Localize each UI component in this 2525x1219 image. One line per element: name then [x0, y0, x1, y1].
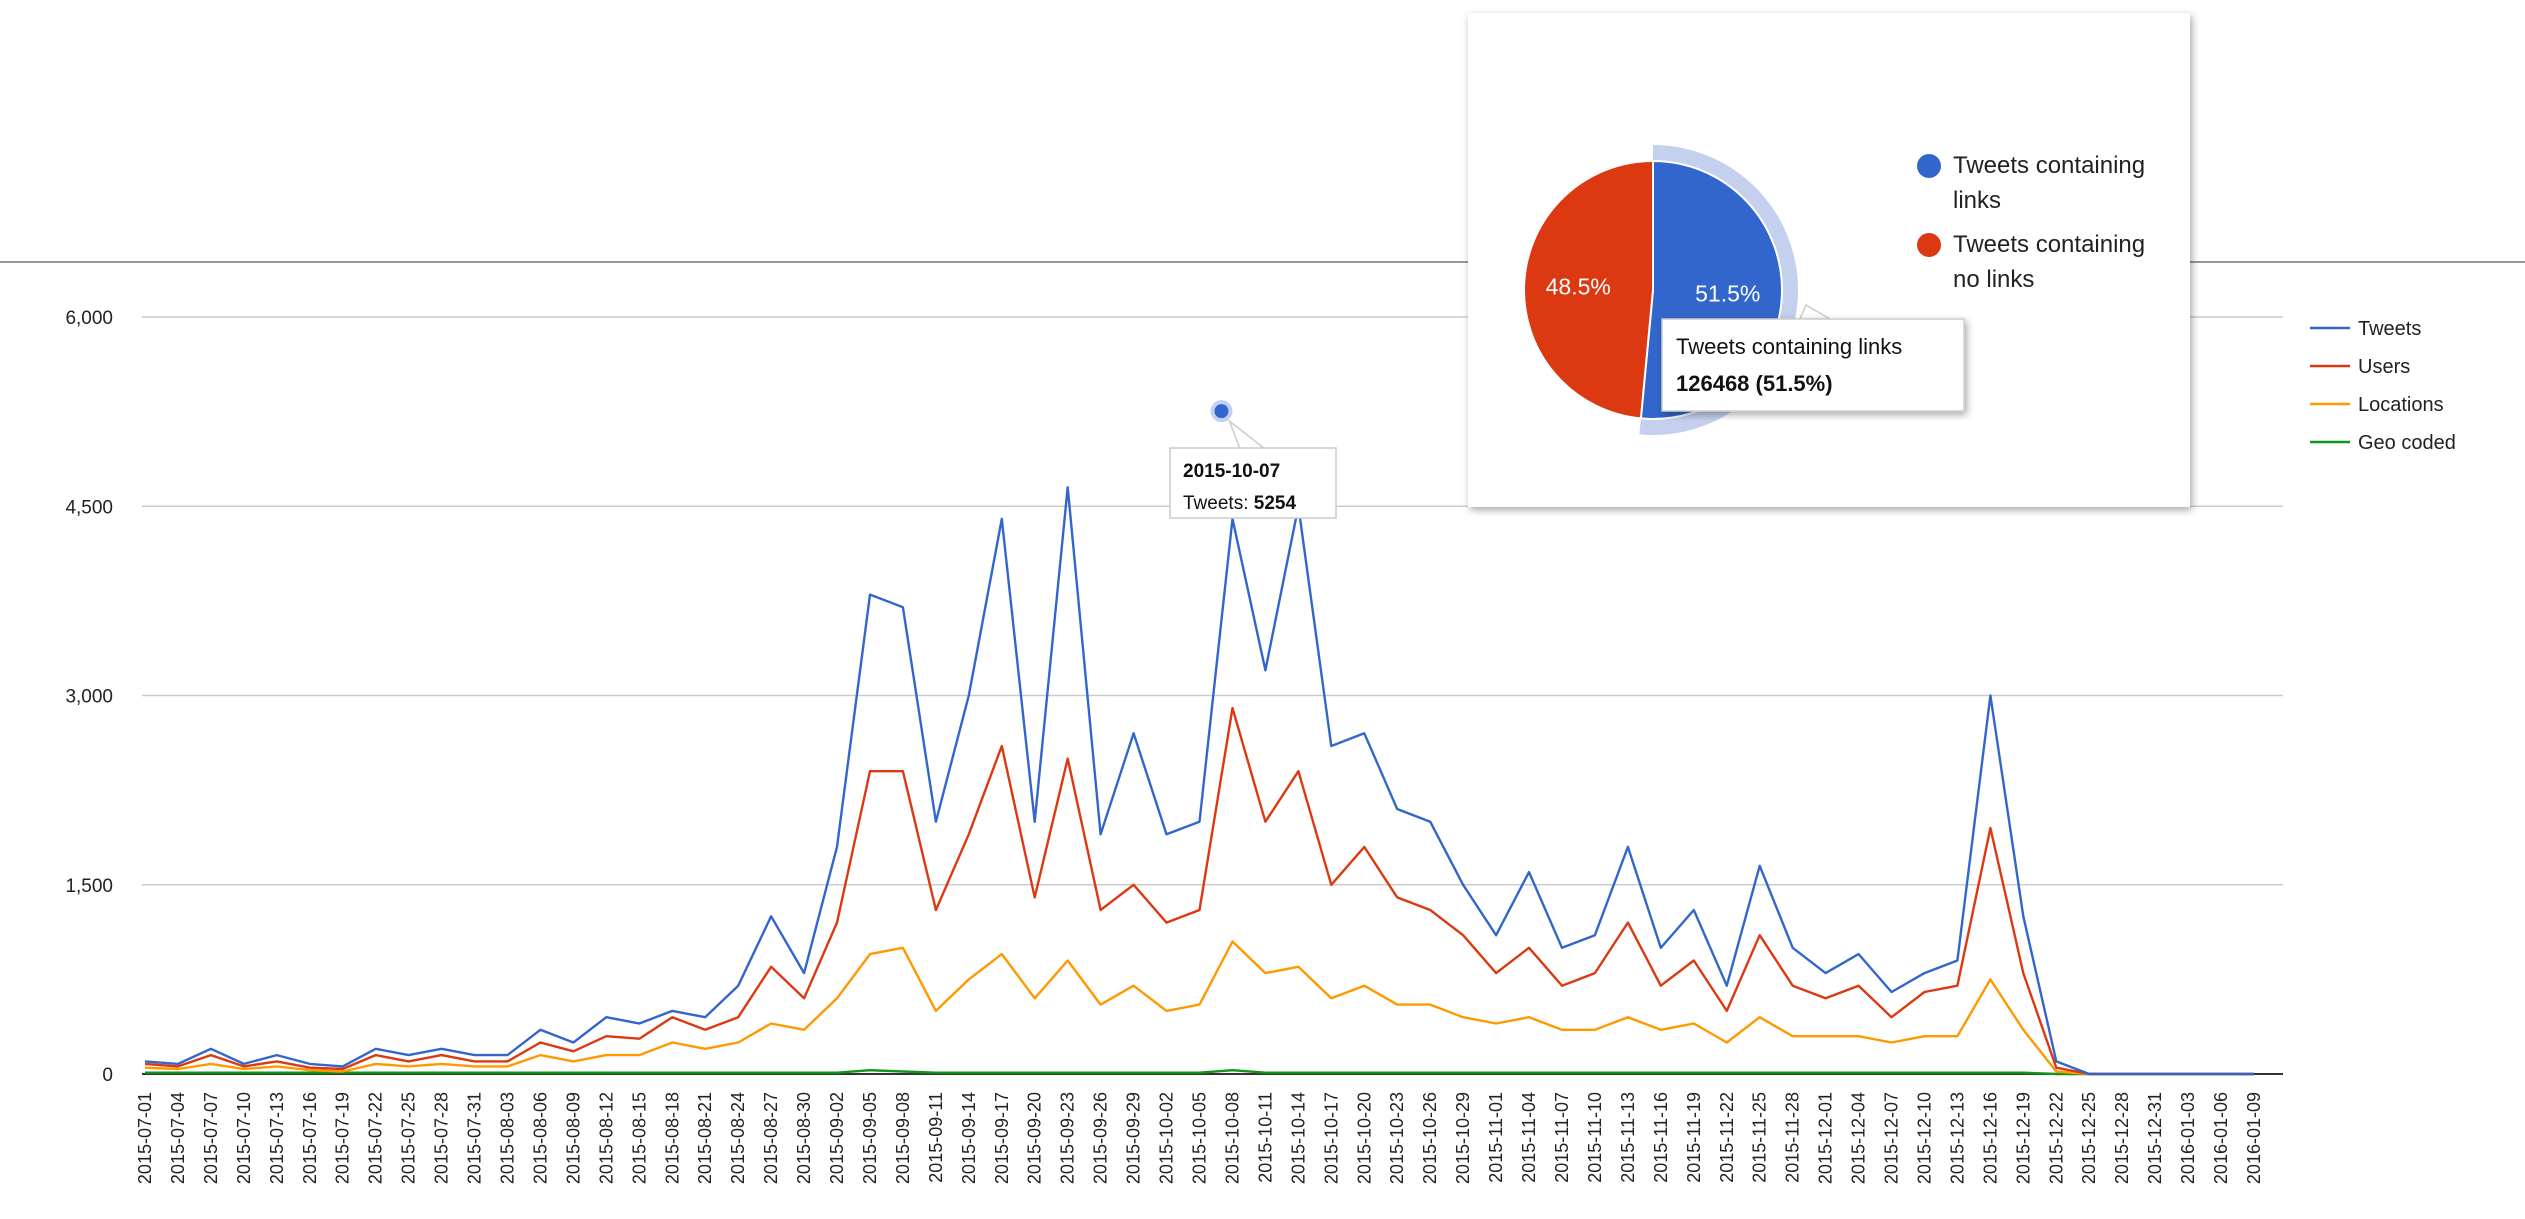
x-tick-label: 2015-07-22 — [366, 1092, 386, 1184]
x-tick-label: 2015-10-11 — [1255, 1092, 1275, 1183]
x-tick-label: 2015-10-02 — [1157, 1092, 1177, 1184]
x-tick-label: 2015-09-11 — [926, 1092, 946, 1183]
x-tick-label: 2015-10-23 — [1387, 1092, 1407, 1184]
y-tick-label: 4,500 — [65, 497, 113, 518]
legend-label: Locations — [2358, 394, 2444, 416]
x-tick-label: 2015-09-05 — [860, 1092, 880, 1184]
x-tick-label: 2015-09-29 — [1124, 1092, 1144, 1184]
x-tick-label: 2015-12-28 — [2112, 1092, 2132, 1184]
x-tick-label: 2015-11-16 — [1651, 1092, 1671, 1183]
y-tick-label: 1,500 — [65, 876, 113, 897]
x-tick-label: 2015-07-28 — [432, 1092, 452, 1184]
x-tick-label: 2016-01-06 — [2211, 1092, 2231, 1184]
x-tick-label: 2015-08-12 — [596, 1092, 616, 1184]
series-line — [144, 486, 2254, 1076]
x-tick-label: 2015-11-07 — [1552, 1092, 1572, 1183]
x-tick-label: 2015-10-20 — [1354, 1092, 1374, 1184]
x-tick-label: 2015-09-20 — [1025, 1092, 1045, 1184]
x-tick-label: 2015-12-25 — [2079, 1092, 2099, 1184]
x-tick-label: 2015-10-29 — [1453, 1092, 1473, 1184]
x-tick-label: 2015-10-26 — [1420, 1092, 1440, 1184]
x-tick-label: 2015-11-19 — [1684, 1092, 1704, 1183]
x-tick-label: 2015-07-25 — [399, 1092, 419, 1184]
x-tick-label: 2015-07-13 — [267, 1092, 287, 1184]
x-tick-label: 2015-08-24 — [728, 1092, 748, 1184]
x-tick-label: 2015-10-17 — [1321, 1092, 1341, 1184]
series-line — [144, 706, 2254, 1076]
x-tick-label: 2015-09-26 — [1091, 1092, 1111, 1184]
y-tick-label: 3,000 — [65, 687, 113, 708]
x-tick-label: 2015-08-30 — [794, 1092, 814, 1184]
x-tick-label: 2016-01-03 — [2178, 1092, 2198, 1184]
x-tick-label: 2015-08-06 — [530, 1092, 550, 1184]
x-tick-label: 2015-07-07 — [201, 1092, 221, 1184]
x-tick-label: 2015-12-01 — [1816, 1092, 1836, 1184]
x-tick-label: 2015-09-14 — [959, 1092, 979, 1184]
x-tick-label: 2015-11-22 — [1717, 1092, 1737, 1183]
legend-label: Tweets — [2358, 318, 2421, 340]
x-tick-label: 2015-07-16 — [300, 1092, 320, 1184]
x-tick-label: 2015-12-04 — [1849, 1092, 1869, 1184]
x-tick-label: 2015-07-04 — [168, 1092, 188, 1184]
x-tick-label: 2015-11-28 — [1783, 1092, 1803, 1183]
x-tick-label: 2015-12-07 — [1882, 1092, 1902, 1184]
x-tick-label: 2015-12-19 — [2013, 1092, 2033, 1184]
x-tick-label: 2015-08-09 — [563, 1092, 583, 1184]
x-tick-label: 2015-07-31 — [465, 1092, 485, 1184]
x-tick-label: 2015-12-10 — [1914, 1092, 1934, 1184]
x-tick-label: 2015-08-18 — [662, 1092, 682, 1184]
x-tick-label: 2015-11-25 — [1750, 1092, 1770, 1183]
x-tick-label: 2015-09-23 — [1058, 1092, 1078, 1184]
series-line — [144, 940, 2254, 1076]
x-tick-label: 2015-08-27 — [761, 1092, 781, 1184]
x-tick-label: 2015-07-19 — [333, 1092, 353, 1184]
x-tick-label: 2015-09-02 — [827, 1092, 847, 1184]
x-tick-label: 2015-12-13 — [1947, 1092, 1967, 1184]
x-tick-label: 2015-08-15 — [629, 1092, 649, 1184]
x-tick-label: 2015-12-22 — [2046, 1092, 2066, 1184]
x-tick-label: 2015-07-10 — [234, 1092, 254, 1184]
x-tick-label: 2015-12-31 — [2145, 1092, 2165, 1184]
series-line — [145, 1068, 2254, 1076]
y-tick-label: 0 — [102, 1065, 113, 1086]
legend-label: Geo coded — [2358, 432, 2456, 454]
x-tick-label: 2015-08-21 — [695, 1092, 715, 1184]
pie-legend-label: Tweets containing links — [1953, 152, 2146, 214]
x-tick-label: 2015-10-08 — [1222, 1092, 1242, 1184]
legend-label: Users — [2358, 356, 2410, 378]
y-tick-label: 6,000 — [65, 308, 113, 329]
x-tick-label: 2015-09-08 — [893, 1092, 913, 1184]
x-tick-label: 2015-11-01 — [1486, 1092, 1506, 1183]
x-tick-label: 2015-11-13 — [1618, 1092, 1638, 1183]
x-tick-label: 2015-10-14 — [1288, 1092, 1308, 1184]
pie-legend-label: Tweets containing no links — [1953, 231, 2146, 293]
x-tick-label: 2015-11-10 — [1585, 1092, 1605, 1183]
x-tick-label: 2015-11-04 — [1519, 1092, 1539, 1183]
x-tick-label: 2015-09-17 — [992, 1092, 1012, 1184]
x-tick-label: 2015-10-05 — [1190, 1092, 1210, 1184]
x-tick-label: 2015-08-03 — [497, 1092, 517, 1184]
x-tick-label: 2016-01-09 — [2244, 1092, 2264, 1184]
x-tick-label: 2015-07-01 — [135, 1092, 155, 1184]
x-tick-label: 2015-12-16 — [1980, 1092, 2000, 1184]
